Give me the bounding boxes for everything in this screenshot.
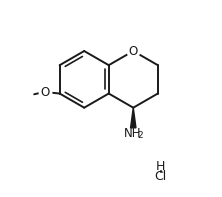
Text: 2: 2	[138, 131, 143, 140]
Text: H: H	[156, 160, 165, 173]
Text: Cl: Cl	[155, 170, 167, 183]
Text: O: O	[129, 45, 138, 58]
Polygon shape	[131, 108, 136, 128]
Text: NH: NH	[124, 127, 141, 140]
Text: O: O	[41, 86, 50, 99]
